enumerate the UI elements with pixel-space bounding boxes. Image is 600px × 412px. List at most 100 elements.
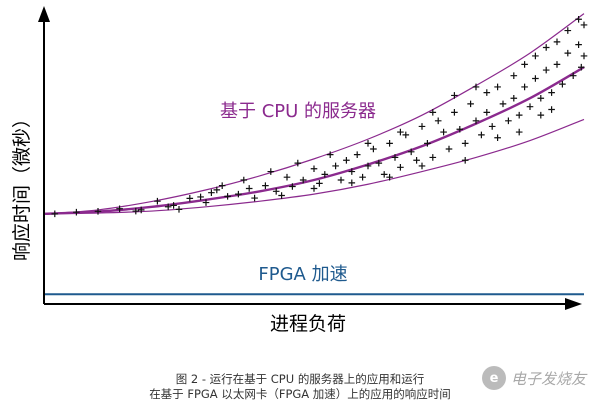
scatter-point: [283, 173, 291, 181]
scatter-point: [213, 186, 221, 194]
scatter-point: [515, 128, 523, 136]
watermark: e 电子发烧友: [481, 366, 586, 390]
scatter-point: [537, 111, 545, 119]
scatter-point: [208, 189, 215, 197]
scatter-point: [580, 52, 588, 60]
scatter-point: [575, 15, 582, 23]
scatter-point: [418, 123, 426, 130]
scatter-point: [116, 205, 123, 213]
scatter-point: [467, 100, 474, 108]
scatter-point: [375, 159, 383, 167]
scatter-point: [483, 89, 491, 96]
scatter-point: [332, 162, 339, 170]
scatter-point: [521, 61, 528, 68]
figure-caption: 图 2 - 运行在基于 CPU 的服务器上的应用和运行 在基于 FPGA 以太网…: [0, 372, 600, 402]
scatter-point: [245, 185, 253, 192]
series-line-cpu-upper: [43, 13, 585, 215]
x-axis-label: 进程负荷: [270, 313, 346, 335]
scatter-point: [575, 41, 582, 48]
scatter-point: [488, 123, 496, 130]
scatter-point: [494, 134, 501, 142]
scatter-point: [532, 52, 539, 60]
scatter-point: [526, 103, 534, 110]
scatter-point: [73, 208, 80, 216]
scatter-point: [224, 193, 231, 200]
scatter-point: [397, 128, 404, 136]
scatter-point: [472, 83, 480, 91]
scatter-point: [186, 195, 194, 202]
scatter-point: [553, 38, 561, 46]
x-axis-arrowhead: [565, 298, 582, 310]
scatter-point: [364, 140, 372, 147]
scatter-point: [483, 109, 491, 116]
y-axis-label: 响应时间（微秒）: [11, 109, 33, 261]
scatter-point: [553, 61, 561, 68]
scatter-point: [197, 193, 204, 201]
scatter-point: [510, 94, 518, 102]
scatter-point: [461, 156, 469, 164]
scatter-point: [472, 117, 480, 125]
scatter-point: [202, 199, 210, 206]
scatter-point: [240, 176, 248, 184]
scatter-point: [532, 75, 539, 82]
scatter-point: [294, 159, 302, 167]
watermark-text: 电子发烧友: [510, 369, 586, 388]
scatter-point: [515, 111, 523, 119]
scatter-point: [413, 156, 420, 164]
scatter-point: [461, 140, 469, 147]
scatter-point: [343, 156, 350, 164]
scatter-point: [451, 109, 458, 116]
scatter-point: [440, 128, 447, 136]
scatter-point: [521, 83, 528, 91]
scatter-point: [175, 206, 183, 213]
scatter-point: [170, 202, 177, 209]
scatter-point: [218, 182, 226, 189]
scatter-point: [51, 210, 59, 218]
scatter-point: [580, 21, 588, 29]
scatter-point: [278, 192, 285, 199]
y-axis-arrowhead: [38, 6, 50, 22]
scatter-point: [321, 171, 329, 178]
axes-group: [38, 6, 582, 310]
watermark-logo-icon: e: [481, 366, 506, 390]
scatter-point: [407, 148, 415, 156]
caption-line-2: 在基于 FPGA 以太网卡（FPGA 加速）上的应用的响应时间: [149, 387, 451, 401]
scatter-point: [272, 188, 280, 195]
scatter-point: [364, 162, 372, 170]
scatter-point: [94, 208, 102, 215]
scatter-point: [537, 94, 545, 102]
scatter-point: [429, 154, 437, 161]
scatter-point: [316, 180, 323, 187]
scatter-point: [137, 206, 145, 214]
scatter-point: [418, 162, 426, 170]
cpu-server-label: 基于 CPU 的服务器: [220, 101, 376, 122]
scatter-point: [132, 207, 140, 215]
fpga-accelerated-label: FPGA 加速: [258, 264, 347, 285]
scatter-point: [348, 179, 356, 187]
scatter-point: [434, 117, 442, 125]
scatter-point: [542, 66, 550, 74]
scatter-point: [451, 92, 458, 99]
scatter-point: [164, 203, 172, 211]
scatter-point: [154, 197, 161, 205]
scatter-point: [267, 168, 275, 175]
scatter-point: [494, 83, 501, 91]
scatter-point: [548, 89, 555, 96]
scatter-point: [499, 100, 507, 108]
scatter-point: [359, 173, 366, 181]
series-line-cpu-mean: [43, 66, 585, 216]
scatter-point: [478, 131, 485, 139]
scatter-point: [370, 145, 377, 153]
scatter-point: [235, 190, 242, 198]
scatter-point: [510, 72, 518, 79]
scatter-point: [569, 72, 577, 79]
scatter-point: [397, 164, 404, 171]
scatter-points-group: [51, 15, 588, 218]
scatter-point: [391, 154, 399, 161]
scatter-point: [559, 80, 566, 88]
scatter-point: [380, 171, 388, 178]
scatter-point: [299, 176, 307, 184]
caption-line-1: 图 2 - 运行在基于 CPU 的服务器上的应用和运行: [175, 372, 425, 386]
scatter-point: [289, 183, 296, 190]
